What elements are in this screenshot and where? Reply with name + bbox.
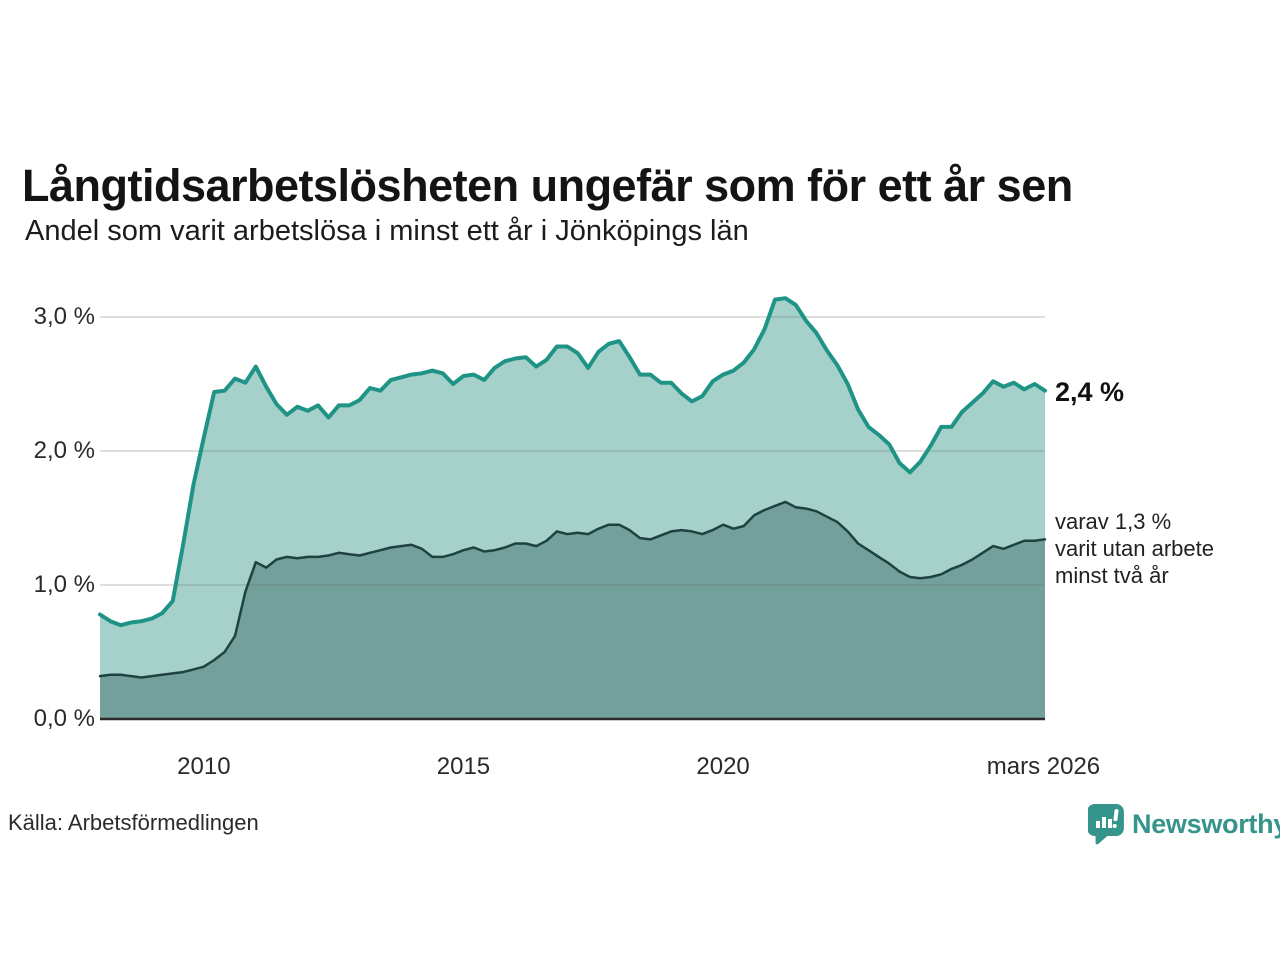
y-tick-label: 0,0 %: [33, 705, 95, 732]
latest-value-annotation: 2,4 %: [1055, 377, 1125, 407]
page-subtitle: Andel som varit arbetslösa i minst ett å…: [25, 215, 749, 247]
x-tick-label: mars 2026: [986, 753, 1101, 780]
series-line-1: [98, 500, 1047, 679]
y-tick-label: 1,0 %: [33, 571, 95, 598]
series-line-0: [98, 296, 1047, 628]
x-tick-label: 2010: [177, 753, 231, 780]
page-title: Långtidsarbetslösheten ungefär som för e…: [22, 160, 1073, 212]
newsworthy-wordmark: Newsworthy: [1132, 809, 1280, 839]
newsworthy-logo: Newsworthy: [1087, 804, 1280, 851]
secondary-annotation-line: varav 1,3 %: [1055, 509, 1172, 534]
y-tick-label: 2,0 %: [33, 437, 95, 464]
source-note: Källa: Arbetsförmedlingen: [8, 810, 259, 835]
x-tick-label: 2020: [696, 753, 750, 780]
newsworthy-bubble-chart-icon: [1087, 804, 1125, 851]
secondary-annotation-line: minst två år: [1055, 563, 1169, 588]
series-area-1: [100, 501, 1045, 719]
secondary-value-annotation: varav 1,3 % varit utan arbete minst två …: [1055, 508, 1214, 589]
x-tick-label: 2015: [436, 753, 491, 780]
secondary-annotation-line: varit utan arbete: [1055, 536, 1214, 561]
y-tick-label: 3,0 %: [33, 303, 95, 330]
